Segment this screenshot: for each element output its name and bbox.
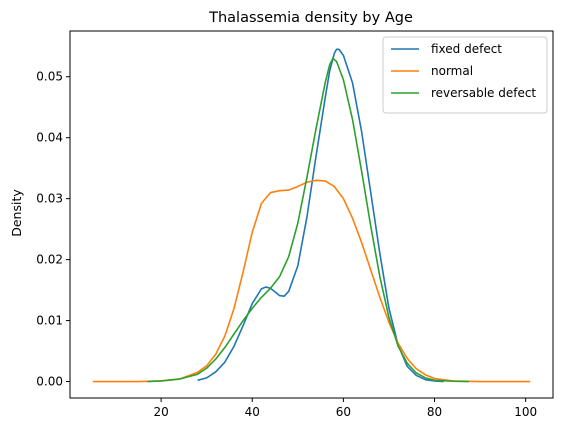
y-tick-label: 0.02 bbox=[36, 253, 63, 267]
x-tick-label: 20 bbox=[153, 405, 168, 419]
y-axis-label: Density bbox=[9, 189, 24, 237]
legend-label: fixed defect bbox=[431, 42, 502, 56]
x-tick-label: 80 bbox=[427, 405, 442, 419]
series-line-1 bbox=[93, 180, 530, 381]
y-tick-label: 0.00 bbox=[36, 375, 63, 389]
y-tick-label: 0.05 bbox=[36, 70, 63, 84]
y-tick-label: 0.03 bbox=[36, 192, 63, 206]
legend-label: normal bbox=[431, 64, 473, 78]
chart-title: Thalassemia density by Age bbox=[208, 10, 413, 26]
legend: fixed defect normal reversable defect bbox=[383, 37, 547, 113]
legend-label: reversable defect bbox=[431, 86, 536, 100]
x-tick-label: 60 bbox=[336, 405, 351, 419]
x-tick-label: 100 bbox=[514, 405, 537, 419]
x-tick-label: 40 bbox=[245, 405, 260, 419]
y-tick-label: 0.04 bbox=[36, 131, 63, 145]
axis-ticks: 20 40 60 80 100 0.00 0.01 0.02 0.03 0.04 0.05 bbox=[36, 70, 537, 419]
y-tick-label: 0.01 bbox=[36, 314, 63, 328]
